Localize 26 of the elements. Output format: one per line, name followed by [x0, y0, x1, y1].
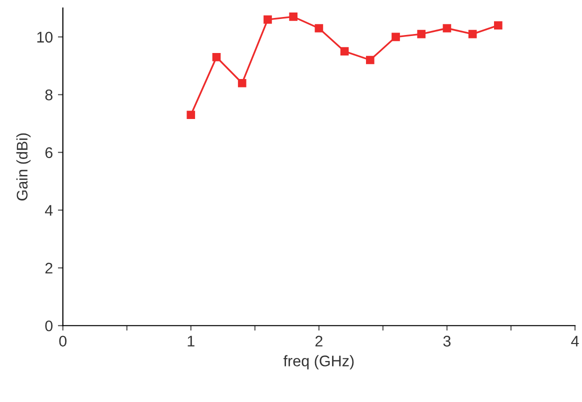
y-axis-title: Gain (dBi)	[16, 133, 31, 200]
point	[366, 56, 374, 64]
point	[238, 78, 246, 88]
point	[212, 52, 221, 62]
point	[417, 30, 426, 38]
y-tick-label: 2	[45, 262, 52, 274]
x-axis-title: freq (GHz)	[284, 355, 354, 370]
x-tick-label: 1	[188, 336, 194, 346]
y-tick-label: 0	[45, 320, 53, 332]
y-tick-label: 10	[37, 32, 53, 43]
point	[340, 47, 349, 56]
y-tick-label: 8	[45, 90, 52, 100]
point	[494, 21, 502, 30]
point	[314, 24, 324, 32]
point	[442, 24, 452, 32]
y-tick-label: 4	[44, 205, 53, 216]
point	[392, 32, 400, 42]
x-tick-label: 0	[59, 336, 67, 347]
y-tick-label: 6	[45, 147, 52, 158]
point	[186, 110, 196, 120]
x-tick-label: 4	[571, 336, 579, 346]
x-tick-label: 3	[443, 336, 451, 347]
x-tick-label: 2	[315, 336, 322, 346]
point	[468, 30, 477, 38]
point	[264, 15, 272, 24]
point	[289, 12, 298, 21]
